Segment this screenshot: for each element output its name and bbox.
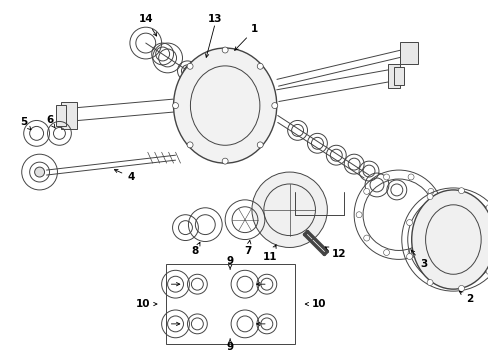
Circle shape: [35, 167, 45, 177]
Circle shape: [407, 253, 413, 260]
Bar: [56, 105, 66, 126]
Bar: [61, 102, 77, 129]
Circle shape: [407, 220, 413, 226]
Circle shape: [486, 269, 490, 274]
Text: 10: 10: [136, 299, 157, 309]
Text: 7: 7: [245, 240, 252, 256]
Circle shape: [356, 212, 362, 218]
Text: 2: 2: [460, 291, 474, 304]
Circle shape: [384, 249, 390, 256]
Circle shape: [187, 63, 193, 69]
Text: 3: 3: [411, 250, 427, 269]
Circle shape: [427, 194, 433, 199]
Circle shape: [428, 235, 434, 241]
Text: 11: 11: [263, 245, 277, 262]
Circle shape: [428, 188, 434, 194]
Bar: [400, 42, 417, 64]
Bar: [166, 264, 294, 344]
Circle shape: [427, 279, 433, 285]
Bar: [394, 67, 404, 85]
Circle shape: [364, 235, 369, 241]
Circle shape: [264, 184, 316, 235]
Circle shape: [384, 174, 390, 180]
Text: 1: 1: [235, 24, 259, 50]
Circle shape: [408, 249, 414, 256]
Circle shape: [272, 103, 278, 109]
Circle shape: [172, 103, 178, 109]
Circle shape: [257, 63, 263, 69]
Circle shape: [364, 188, 369, 194]
Text: 12: 12: [325, 247, 346, 260]
Circle shape: [187, 142, 193, 148]
Text: 4: 4: [115, 170, 135, 182]
Circle shape: [459, 285, 465, 291]
Bar: [388, 64, 400, 88]
Ellipse shape: [412, 190, 490, 289]
Ellipse shape: [173, 48, 277, 163]
Text: 9: 9: [226, 256, 234, 269]
Circle shape: [459, 188, 465, 194]
Circle shape: [222, 158, 228, 164]
Text: 8: 8: [192, 242, 200, 256]
Text: 14: 14: [139, 14, 157, 36]
Text: 9: 9: [226, 339, 234, 352]
Circle shape: [257, 142, 263, 148]
Circle shape: [408, 174, 414, 180]
Circle shape: [252, 172, 327, 247]
Circle shape: [436, 212, 441, 218]
Text: 6: 6: [46, 116, 55, 128]
Text: 10: 10: [305, 299, 327, 309]
Circle shape: [486, 205, 490, 211]
Text: 13: 13: [208, 14, 222, 24]
Text: 5: 5: [20, 117, 31, 130]
Circle shape: [222, 47, 228, 53]
